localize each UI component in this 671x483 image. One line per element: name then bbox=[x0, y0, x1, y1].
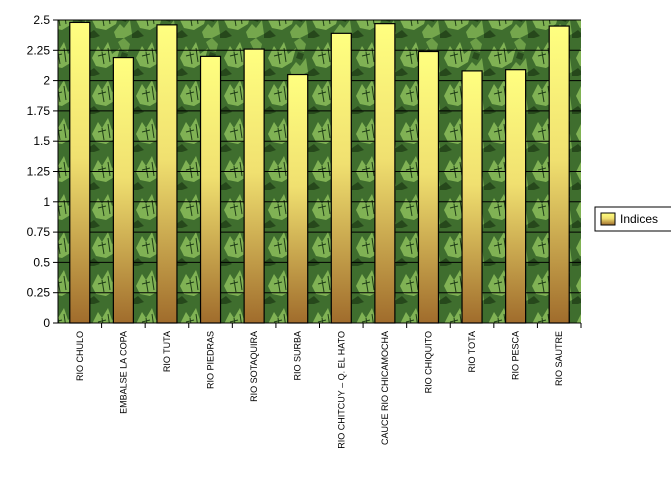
y-axis-ticks: 0 0.25 0.5 0.75 1 1.25 1.5 1.75 2 2.25 2.5 bbox=[27, 13, 58, 330]
x-category-label: RIO CHIQUITO bbox=[423, 331, 433, 393]
legend-swatch bbox=[600, 212, 616, 226]
y-tick-label: 0.75 bbox=[27, 225, 51, 239]
bar bbox=[69, 21, 91, 324]
bar bbox=[243, 48, 265, 324]
bar bbox=[330, 32, 352, 324]
bar bbox=[374, 23, 396, 324]
y-tick-label: 2 bbox=[43, 74, 50, 88]
legend-label: Indices bbox=[620, 212, 658, 226]
bar bbox=[548, 25, 570, 324]
y-tick-label: 2.25 bbox=[27, 43, 51, 57]
x-category-label: RIO PIEDRAS bbox=[206, 331, 216, 389]
bar bbox=[156, 24, 178, 324]
bar bbox=[287, 73, 309, 324]
x-category-label: RIO SURBA bbox=[293, 331, 303, 381]
x-category-label: EMBALSE LA COPA bbox=[118, 331, 128, 414]
bars bbox=[69, 21, 570, 324]
x-category-label: CAUCE RIO CHICAMOCHA bbox=[380, 331, 390, 445]
bar bbox=[417, 50, 440, 324]
x-category-label: RIO PESCA bbox=[511, 331, 521, 380]
y-tick-label: 0 bbox=[43, 316, 50, 330]
bar bbox=[461, 70, 483, 324]
grid-lines bbox=[58, 19, 581, 294]
y-tick-label: 1.5 bbox=[33, 134, 50, 148]
x-category-label: RIO CHULO bbox=[75, 331, 85, 381]
x-category-label: RIO TUTA bbox=[162, 331, 172, 372]
y-tick-label: 0.25 bbox=[27, 286, 51, 300]
x-category-label: RIO SAUTRE bbox=[554, 331, 564, 386]
bar bbox=[199, 55, 222, 324]
y-tick-label: 1 bbox=[43, 195, 50, 209]
x-axis-labels: RIO CHULO EMBALSE LA COPA RIO TUTA RIO PIED… bbox=[75, 323, 582, 449]
bar bbox=[505, 69, 527, 324]
y-tick-label: 2.5 bbox=[33, 13, 50, 27]
bar bbox=[112, 56, 134, 324]
y-tick-label: 1.75 bbox=[27, 104, 51, 118]
y-tick-label: 1.25 bbox=[27, 165, 51, 179]
x-category-label: RIO TOTA bbox=[467, 331, 477, 373]
x-category-label: RIO SOTAQUIRA bbox=[249, 331, 259, 402]
x-category-label: RIO CHITCUY – Q. EL HATO bbox=[336, 331, 346, 449]
legend: Indices bbox=[594, 206, 671, 232]
y-tick-label: 0.5 bbox=[33, 255, 50, 269]
